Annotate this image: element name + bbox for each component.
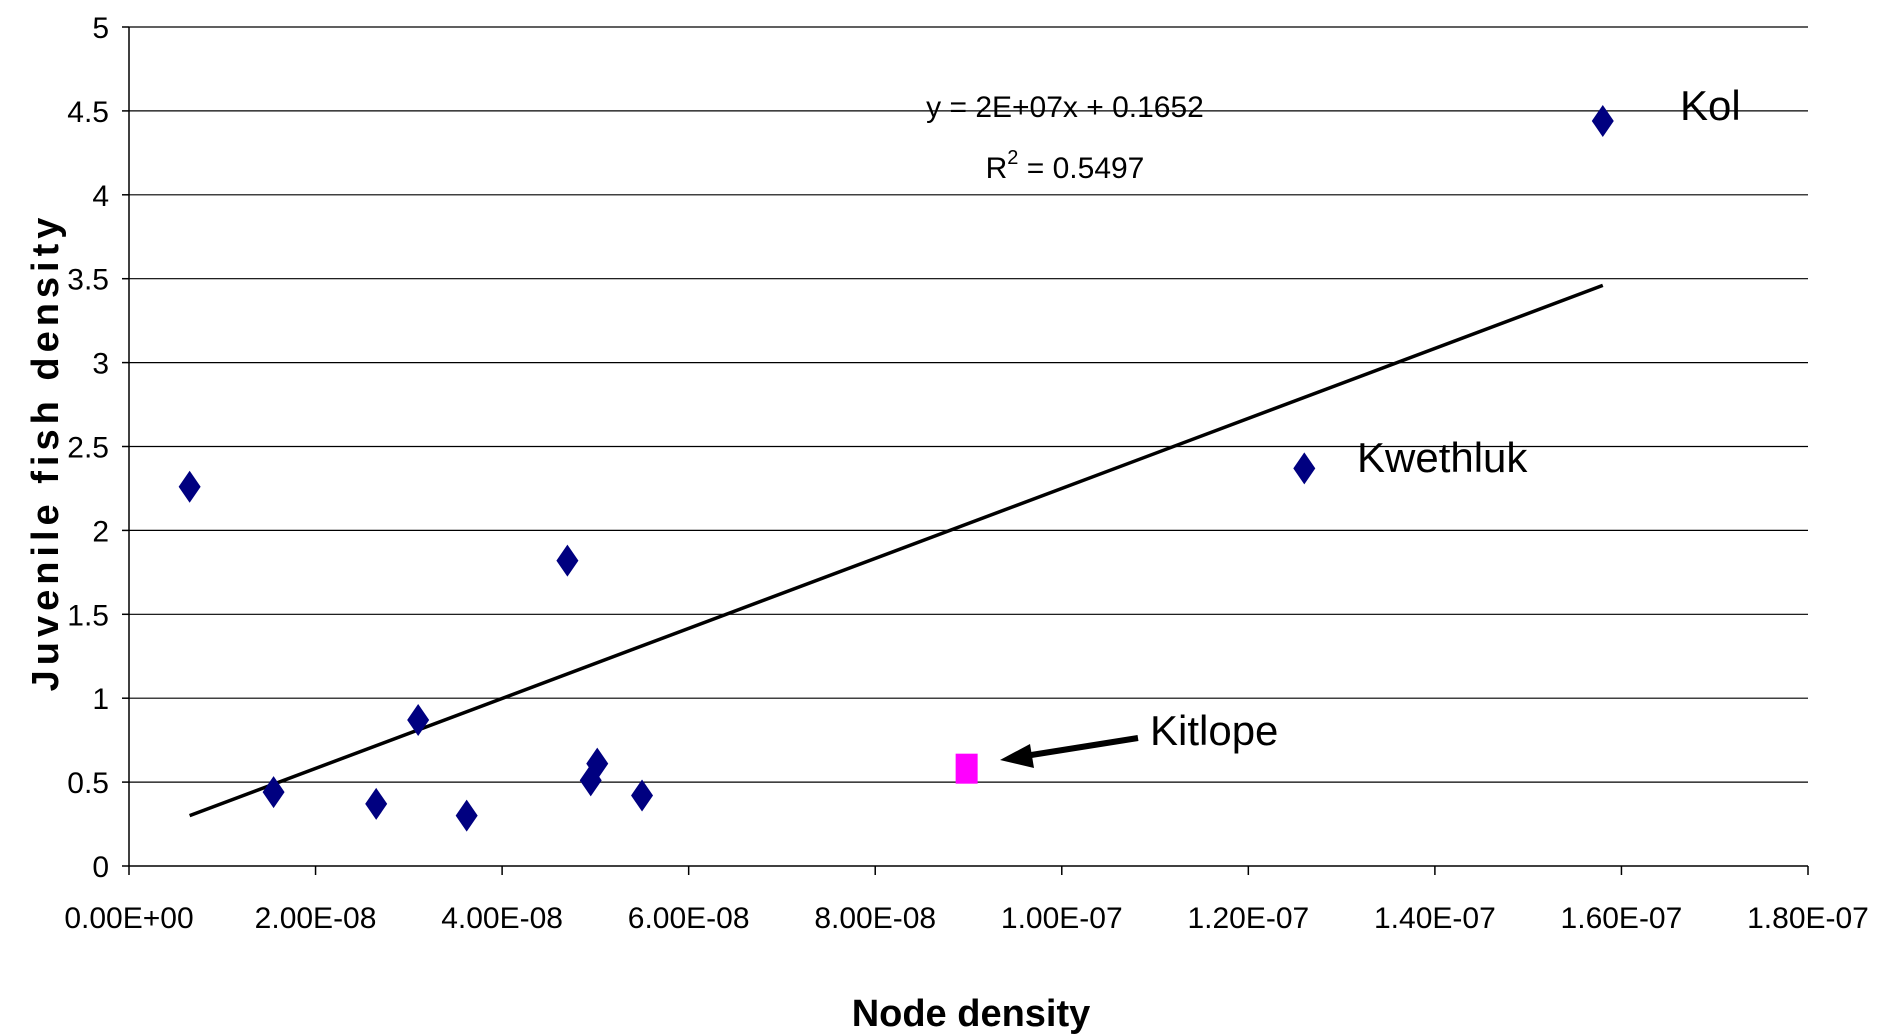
y-tick-label: 4 xyxy=(92,180,109,213)
y-axis-title: Juvenile fish density xyxy=(25,213,67,692)
y-tick-label: 0 xyxy=(92,851,109,884)
annotation-kol: Kol xyxy=(1680,82,1741,129)
data-point xyxy=(1293,452,1316,485)
x-tick-label: 2.00E-08 xyxy=(255,902,377,935)
x-tick-labels: 0.00E+00 2.00E-08 4.00E-08 6.00E-08 8.00E-08… xyxy=(64,902,1869,935)
y-tick-labels: 0 0.5 1 1.5 2 2.5 3 3.5 4 4.5 5 xyxy=(67,12,109,884)
data-point xyxy=(407,704,430,737)
y-tick-label: 2 xyxy=(92,515,109,548)
x-tick-label: 4.00E-08 xyxy=(441,902,563,935)
x-tick-label: 1.40E-07 xyxy=(1374,902,1496,935)
y-tick-label: 3.5 xyxy=(67,264,109,297)
trendline-equation: y = 2E+07x + 0.1652 xyxy=(926,91,1204,124)
kitlope-arrow xyxy=(1000,735,1139,768)
x-tick-label: 1.00E-07 xyxy=(1001,902,1123,935)
annotation-kwethluk: Kwethluk xyxy=(1357,434,1528,481)
data-point-kitlope xyxy=(955,753,978,784)
x-axis-title: Node density xyxy=(852,993,1091,1035)
y-tick-label: 2.5 xyxy=(67,432,109,465)
data-point xyxy=(586,747,609,780)
trendline-group xyxy=(189,283,1604,818)
y-tick-label: 1 xyxy=(92,683,109,716)
annotation-kitlope: Kitlope xyxy=(1150,707,1278,754)
r-squared-label: R2 = 0.5497 xyxy=(986,147,1145,185)
x-tick-label: 0.00E+00 xyxy=(64,902,193,935)
x-tick-label: 1.80E-07 xyxy=(1747,902,1869,935)
x-tick-label: 1.20E-07 xyxy=(1187,902,1309,935)
x-tick-label: 8.00E-08 xyxy=(814,902,936,935)
y-tick-label: 3 xyxy=(92,348,109,381)
data-point xyxy=(631,779,654,812)
y-tick-label: 4.5 xyxy=(67,96,109,129)
data-point xyxy=(556,544,579,577)
data-point xyxy=(262,776,285,809)
y-tick-label: 1.5 xyxy=(67,599,109,632)
data-point xyxy=(455,799,478,832)
gridlines xyxy=(129,26,1808,783)
y-tick-label: 5 xyxy=(92,12,109,45)
trendline xyxy=(189,283,1604,818)
y-tick-label: 0.5 xyxy=(67,767,109,800)
data-point xyxy=(365,787,388,820)
data-point xyxy=(178,470,201,503)
data-points xyxy=(178,104,1614,832)
x-tick-label: 1.60E-07 xyxy=(1561,902,1683,935)
x-tick-label: 6.00E-08 xyxy=(628,902,750,935)
data-point xyxy=(1591,104,1614,137)
axes xyxy=(122,26,1809,875)
